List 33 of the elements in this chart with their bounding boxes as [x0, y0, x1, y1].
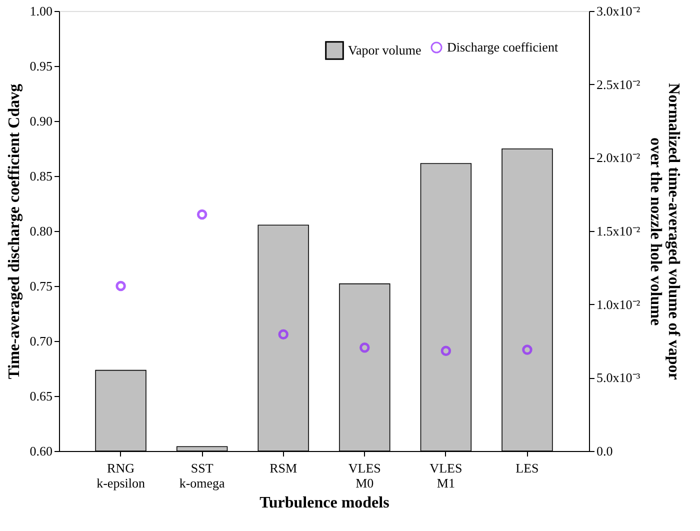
y-axis-title: Time-averaged discharge coefficient Cdavg — [6, 84, 23, 380]
y-tick-label: 0.65 — [30, 388, 52, 404]
point — [522, 344, 532, 355]
y-tick-label: 0.95 — [30, 58, 52, 74]
y2-tick-label: 5.0x10⁻³ — [596, 370, 640, 386]
y2-tick-label: 2.5x10⁻² — [596, 76, 640, 92]
x-tick-label: LES — [516, 460, 539, 476]
y-tick-label: 0.85 — [30, 168, 52, 184]
point — [360, 342, 370, 353]
point — [278, 329, 288, 340]
y-tick-label: 0.70 — [30, 334, 52, 348]
y-tick-label: 0.60 — [30, 444, 52, 458]
y-tick-label: 0.80 — [30, 224, 52, 238]
y-tick-label: 0.75 — [30, 278, 52, 294]
y-tick-label: 0.90 — [30, 114, 52, 128]
x-tick-label: RNG k-epsilon — [96, 460, 146, 490]
legend-label: Vapor volume — [348, 42, 422, 58]
legend-label: Discharge coefficient — [447, 40, 558, 54]
y2-tick-label: 3.0x10⁻² — [596, 4, 640, 18]
x-tick-label: VLES M1 — [430, 460, 462, 490]
x-tick-label: VLES M0 — [348, 460, 381, 490]
y2-tick-label: 1.0x10⁻² — [596, 296, 640, 312]
y2-axis-title: Normalized time-averaged volume of vapor over the nozzle hole volume — [647, 83, 682, 380]
y2-tick-label: 2.0x10⁻² — [596, 150, 640, 166]
point — [440, 346, 452, 356]
point — [116, 280, 126, 292]
point — [196, 209, 208, 220]
y-tick-label: 1.00 — [30, 4, 52, 18]
y2-tick-label: 1.5x10⁻² — [596, 224, 640, 238]
x-axis-title: Turbulence models — [260, 494, 390, 512]
x-tick-label: SST k-omega — [179, 460, 226, 490]
x-tick-label: RSM — [270, 460, 298, 476]
y2-tick-label: 0.0 — [596, 444, 613, 458]
